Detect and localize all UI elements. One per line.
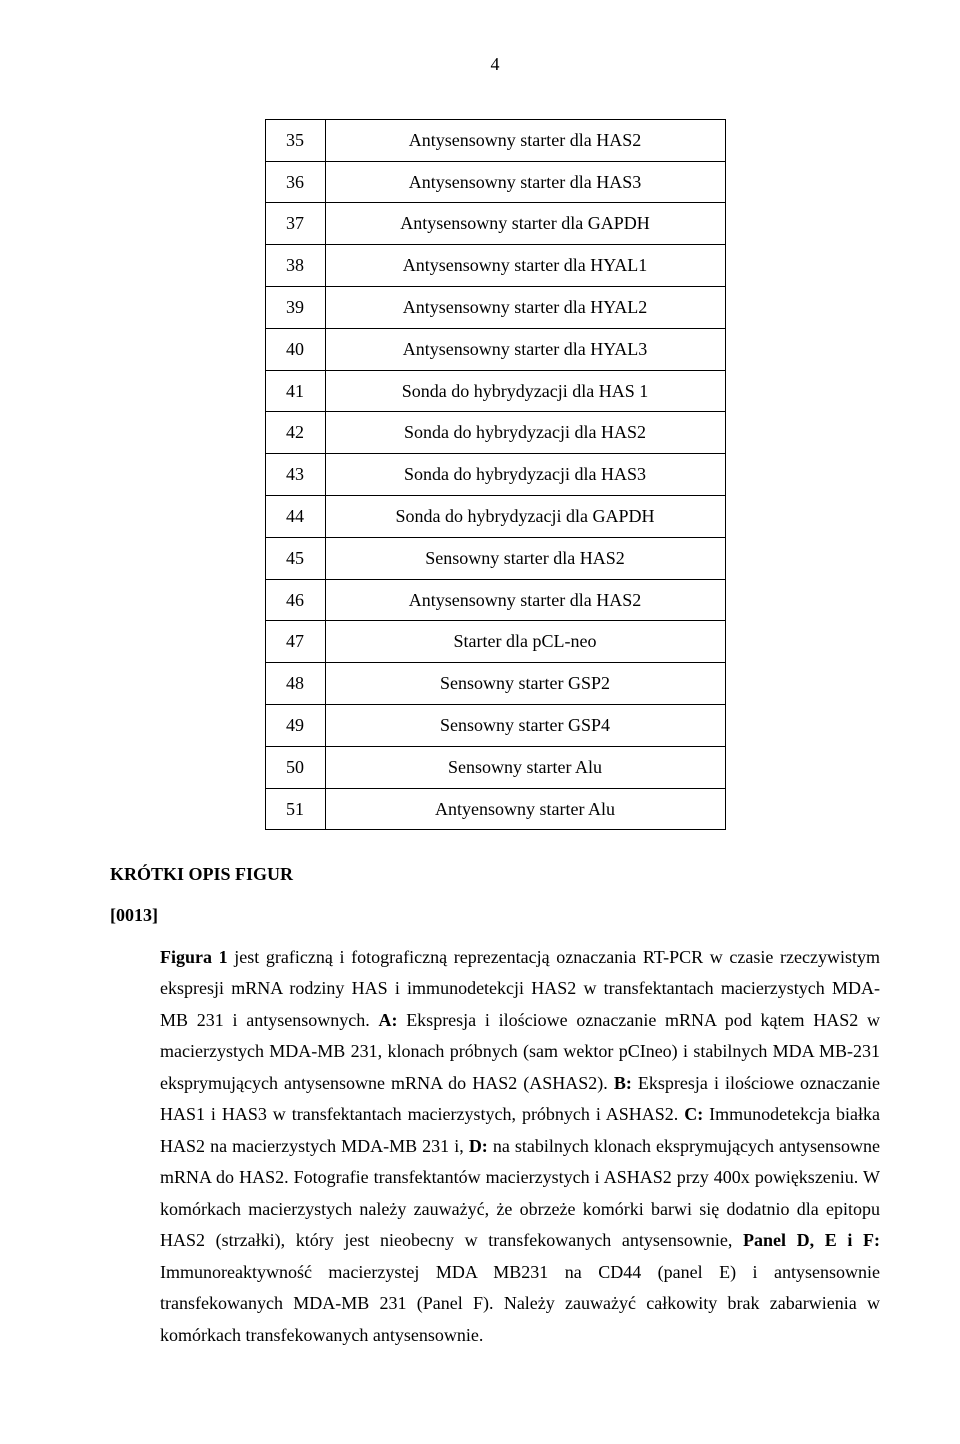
table-row: 50Sensowny starter Alu <box>265 746 725 788</box>
table-row: 35Antysensowny starter dla HAS2 <box>265 119 725 161</box>
row-description: Sensowny starter GSP4 <box>325 704 725 746</box>
bold-run: Figura 1 <box>160 947 228 967</box>
table-row: 36Antysensowny starter dla HAS3 <box>265 161 725 203</box>
row-description: Sonda do hybrydyzacji dla HAS2 <box>325 412 725 454</box>
bold-run: Panel D, E i F: <box>743 1230 880 1250</box>
row-number: 48 <box>265 663 325 705</box>
bold-run: D: <box>469 1136 488 1156</box>
table-row: 51Antyensowny starter Alu <box>265 788 725 830</box>
bold-run: C: <box>684 1104 703 1124</box>
row-number: 42 <box>265 412 325 454</box>
table-row: 43Sonda do hybrydyzacji dla HAS3 <box>265 454 725 496</box>
paragraph-number: [0013] <box>110 901 880 930</box>
page-number: 4 <box>110 50 880 79</box>
row-number: 41 <box>265 370 325 412</box>
row-number: 37 <box>265 203 325 245</box>
row-description: Sensowny starter dla HAS2 <box>325 537 725 579</box>
row-number: 46 <box>265 579 325 621</box>
row-number: 45 <box>265 537 325 579</box>
row-number: 44 <box>265 495 325 537</box>
primers-table: 35Antysensowny starter dla HAS236Antysen… <box>265 119 726 831</box>
row-description: Antysensowny starter dla HYAL2 <box>325 286 725 328</box>
row-number: 47 <box>265 621 325 663</box>
row-number: 38 <box>265 245 325 287</box>
table-row: 42Sonda do hybrydyzacji dla HAS2 <box>265 412 725 454</box>
row-number: 49 <box>265 704 325 746</box>
row-description: Sonda do hybrydyzacji dla HAS3 <box>325 454 725 496</box>
table-row: 49Sensowny starter GSP4 <box>265 704 725 746</box>
row-description: Sensowny starter GSP2 <box>325 663 725 705</box>
row-number: 35 <box>265 119 325 161</box>
row-number: 36 <box>265 161 325 203</box>
table-row: 47Starter dla pCL-neo <box>265 621 725 663</box>
table-row: 37Antysensowny starter dla GAPDH <box>265 203 725 245</box>
section-header: KRÓTKI OPIS FIGUR <box>110 860 880 889</box>
table-row: 48Sensowny starter GSP2 <box>265 663 725 705</box>
bold-run: B: <box>614 1073 632 1093</box>
row-description: Sonda do hybrydyzacji dla GAPDH <box>325 495 725 537</box>
table-row: 41Sonda do hybrydyzacji dla HAS 1 <box>265 370 725 412</box>
row-description: Antyensowny starter Alu <box>325 788 725 830</box>
row-description: Antysensowny starter dla HAS2 <box>325 119 725 161</box>
row-description: Sensowny starter Alu <box>325 746 725 788</box>
table-row: 40Antysensowny starter dla HYAL3 <box>265 328 725 370</box>
table-row: 39Antysensowny starter dla HYAL2 <box>265 286 725 328</box>
bold-run: A: <box>378 1010 397 1030</box>
table-row: 46Antysensowny starter dla HAS2 <box>265 579 725 621</box>
row-description: Antysensowny starter dla HYAL1 <box>325 245 725 287</box>
row-number: 43 <box>265 454 325 496</box>
row-description: Antysensowny starter dla HAS3 <box>325 161 725 203</box>
row-description: Antysensowny starter dla HAS2 <box>325 579 725 621</box>
row-number: 50 <box>265 746 325 788</box>
row-description: Antysensowny starter dla HYAL3 <box>325 328 725 370</box>
row-number: 39 <box>265 286 325 328</box>
table-row: 44Sonda do hybrydyzacji dla GAPDH <box>265 495 725 537</box>
row-description: Antysensowny starter dla GAPDH <box>325 203 725 245</box>
row-description: Starter dla pCL-neo <box>325 621 725 663</box>
table-row: 45Sensowny starter dla HAS2 <box>265 537 725 579</box>
figure-description: Figura 1 jest graficzną i fotograficzną … <box>160 942 880 1352</box>
text-run: Immunoreaktywność macierzystej MDA MB231… <box>160 1262 880 1345</box>
row-number: 51 <box>265 788 325 830</box>
table-row: 38Antysensowny starter dla HYAL1 <box>265 245 725 287</box>
row-number: 40 <box>265 328 325 370</box>
row-description: Sonda do hybrydyzacji dla HAS 1 <box>325 370 725 412</box>
